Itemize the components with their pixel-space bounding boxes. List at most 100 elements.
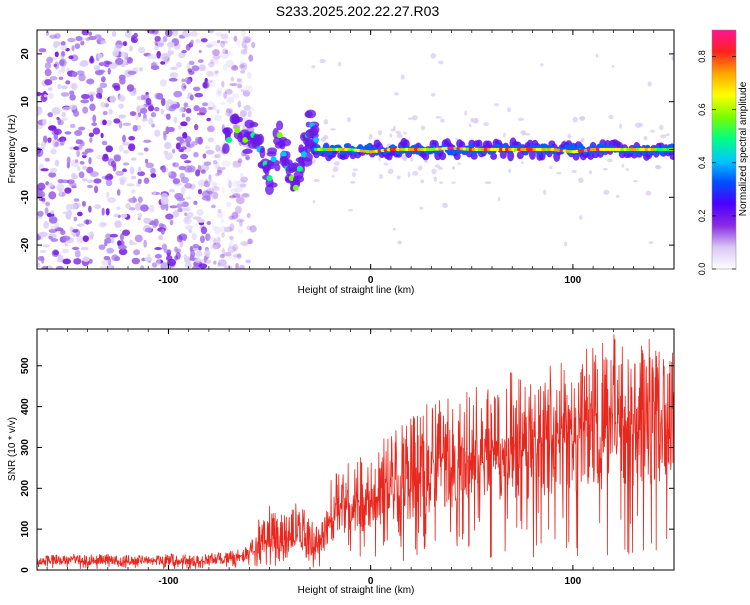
spectrogram-noise-blob xyxy=(54,159,60,167)
spectrogram-noise-blob xyxy=(207,101,215,110)
spectrogram-faint-blob xyxy=(625,168,630,171)
spectrogram-noise-blob xyxy=(186,211,194,218)
spectrogram-faint-blob xyxy=(589,170,592,175)
spectrogram-noise-blob xyxy=(47,87,53,91)
spectrogram-noise-blob xyxy=(221,248,226,257)
spectrogram-faint-blob xyxy=(395,130,402,135)
spectrogram-noise-blob xyxy=(42,265,47,269)
spectrogram-track-core xyxy=(417,147,422,152)
spectrogram-noise-blob xyxy=(195,137,200,144)
spectrogram-noise-blob xyxy=(239,179,246,184)
spectrogram-track-band xyxy=(570,143,576,149)
spectrogram-noise-blob xyxy=(221,248,225,253)
spectrogram-noise-blob xyxy=(219,101,226,106)
spectrogram-noise-blob xyxy=(110,237,115,244)
spectrogram-noise-blob xyxy=(214,32,223,37)
spectrogram-faint-blob xyxy=(611,64,615,68)
spectrogram-noise-blob xyxy=(115,57,124,66)
spectrogram-faint-blob xyxy=(556,171,562,175)
spectrogram-noise-blob xyxy=(112,49,119,57)
spectrogram-transition-blob xyxy=(224,129,232,139)
spectrogram-noise-blob xyxy=(211,225,217,231)
spectrogram-noise-blob xyxy=(223,91,228,99)
spectrogram-noise-blob xyxy=(60,229,66,236)
spectrogram-noise-blob xyxy=(243,104,251,111)
spectrogram-track-band xyxy=(598,143,604,149)
spectrogram-noise-blob xyxy=(148,105,155,112)
spectrogram-faint-blob xyxy=(417,165,423,171)
spectrogram-noise-blob xyxy=(175,142,181,150)
spectrogram-noise-blob xyxy=(97,53,103,59)
spectrogram-x-tick-label: 0 xyxy=(368,275,374,286)
spectrogram-noise-blob xyxy=(213,237,217,246)
spectrogram-noise-blob xyxy=(135,112,139,121)
spectrogram-faint-blob xyxy=(319,58,326,64)
spectrogram-track-core xyxy=(401,147,407,152)
spectrogram-noise-blob xyxy=(122,134,127,143)
spectrogram-noise-blob xyxy=(246,212,251,219)
spectrogram-noise-blob xyxy=(54,51,59,58)
spectrogram-track-core xyxy=(647,147,652,152)
spectrogram-track-core xyxy=(483,147,489,152)
spectrogram-transition-blob xyxy=(274,163,281,172)
spectrogram-noise-blob xyxy=(144,158,149,164)
spectrogram-noise-blob xyxy=(196,218,206,223)
spectrogram-noise-blob xyxy=(37,146,42,155)
spectrogram-noise-blob xyxy=(37,256,45,262)
spectrogram-noise-blob xyxy=(121,141,131,146)
spectrogram-noise-blob xyxy=(166,41,175,48)
spectrogram-faint-blob xyxy=(517,117,524,121)
spectrogram-noise-blob xyxy=(146,30,156,34)
spectrogram-noise-blob xyxy=(47,183,54,188)
spectrogram-noise-blob xyxy=(213,260,217,265)
spectrogram-noise-blob xyxy=(46,56,54,64)
spectrogram-faint-blob xyxy=(671,55,674,61)
spectrogram-noise-blob xyxy=(221,80,225,88)
spectrogram-noise-blob xyxy=(126,56,134,64)
spectrogram-marks xyxy=(37,30,674,269)
spectrogram-noise-blob xyxy=(242,36,252,44)
spectrogram-track-band xyxy=(449,150,455,156)
spectrogram-track-halo xyxy=(490,152,498,160)
spectrogram-faint-blob xyxy=(420,125,426,131)
spectrogram-transition-core xyxy=(276,132,283,139)
spectrogram-noise-blob xyxy=(188,228,192,234)
spectrogram-track-core xyxy=(326,147,331,152)
spectrogram-noise-blob xyxy=(76,223,85,227)
colorbar-tick-label: 0.8 xyxy=(697,50,707,63)
spectrogram-transition-blob xyxy=(259,147,266,159)
spectrogram-noise-blob xyxy=(49,34,57,39)
spectrogram-noise-blob xyxy=(214,153,221,159)
spectrogram-noise-blob xyxy=(115,170,125,176)
spectrogram-y-tick-label: -10 xyxy=(20,190,31,205)
spectrogram-noise-blob xyxy=(245,259,251,264)
spectrogram-noise-blob xyxy=(235,262,239,269)
spectrogram-track-core xyxy=(498,147,504,152)
spectrogram-noise-blob xyxy=(184,212,188,217)
spectrogram-transition-blob xyxy=(229,114,240,125)
spectrogram-faint-blob xyxy=(497,196,501,202)
spectrogram-faint-blob xyxy=(331,174,335,178)
spectrogram-transition-blob xyxy=(278,140,286,148)
spectrogram-noise-blob xyxy=(40,141,46,149)
spectrogram-noise-blob xyxy=(62,258,72,265)
spectrogram-noise-blob xyxy=(74,159,79,164)
spectrogram-noise-blob xyxy=(105,145,114,153)
spectrogram-track-core xyxy=(547,147,552,152)
spectrogram-track-core xyxy=(489,147,495,152)
spectrogram-faint-blob xyxy=(543,189,547,196)
spectrogram-noise-blob xyxy=(60,45,68,51)
spectrogram-noise-blob xyxy=(39,249,47,254)
spectrogram-noise-blob xyxy=(188,60,195,66)
spectrogram-noise-blob xyxy=(160,196,169,205)
spectrogram-noise-blob xyxy=(207,235,216,243)
spectrogram-noise-blob xyxy=(100,76,106,83)
spectrogram-noise-blob xyxy=(76,149,81,158)
spectrogram-track-core xyxy=(611,147,616,152)
spectrogram-noise-blob xyxy=(221,167,226,171)
spectrogram-noise-blob xyxy=(58,58,67,67)
spectrogram-noise-blob xyxy=(230,238,234,244)
spectrogram-noise-blob xyxy=(242,242,249,248)
spectrogram-noise-blob xyxy=(229,195,236,199)
spectrogram-noise-blob xyxy=(198,245,202,251)
